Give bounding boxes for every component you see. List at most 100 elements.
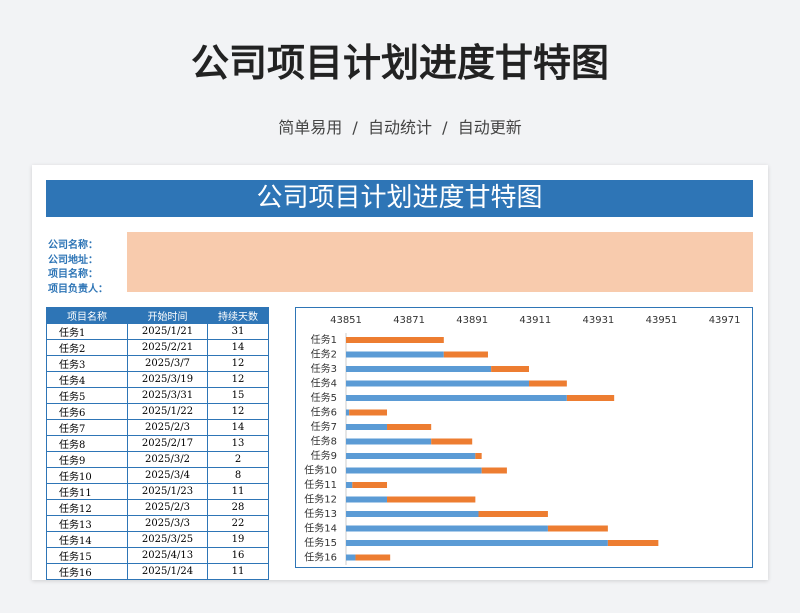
subtitle: 简单易用 / 自动统计 / 自动更新	[278, 118, 522, 137]
task-table: 项目名称 开始时间 持续天数 任务1 2025/1/21 31 任务2 2025/2/21 14…	[46, 307, 269, 580]
sheet-banner: 公司项目计划进度甘特图	[46, 180, 753, 217]
table-cell: 2025/3/19	[127, 371, 208, 388]
y-tick-label: 任务16	[304, 551, 337, 564]
table-cell: 任务9	[46, 451, 128, 468]
chart-frame	[295, 307, 753, 568]
bar-duration	[352, 482, 388, 488]
bar-start	[346, 467, 482, 474]
table-cell: 任务13	[46, 515, 128, 532]
bar-duration	[346, 337, 444, 343]
y-tick-label: 任务3	[311, 362, 337, 375]
table-cell: 任务12	[46, 499, 128, 516]
table-cell: 11	[207, 483, 269, 500]
y-tick-label: 任务9	[311, 449, 337, 462]
column-header: 项目名称	[46, 307, 128, 324]
info-label: 项目负责人：	[48, 283, 108, 295]
bar-duration	[566, 395, 615, 401]
table-cell: 2025/2/3	[127, 419, 208, 436]
table-cell: 任务16	[46, 563, 128, 580]
page-title: 公司项目计划进度甘特图	[190, 41, 609, 85]
header-row: 项目名称 开始时间 持续天数	[46, 307, 269, 324]
bar-duration	[478, 511, 548, 517]
bar-start	[346, 525, 548, 532]
x-tick-label: 43851	[330, 315, 362, 326]
bar-duration	[491, 366, 529, 372]
table-row: 任务8 2025/2/17 13	[46, 435, 269, 452]
table-cell: 12	[207, 371, 269, 388]
table-cell: 任务7	[46, 419, 128, 436]
table-cell: 14	[207, 419, 269, 436]
bar-start	[346, 409, 350, 416]
y-tick-label: 任务1	[311, 333, 337, 346]
x-tick-label: 43971	[709, 315, 741, 326]
table-cell: 22	[207, 515, 269, 532]
table-cell: 2025/1/22	[127, 403, 208, 420]
bar-start	[346, 511, 479, 517]
table-cell: 2025/4/13	[127, 547, 208, 564]
table-cell: 2025/3/4	[127, 467, 208, 484]
bar-start	[346, 380, 529, 387]
table-cell: 任务10	[46, 467, 128, 484]
table-cell: 2025/2/3	[127, 499, 208, 516]
table-cell: 11	[207, 563, 269, 580]
table-cell: 2	[207, 451, 269, 468]
bar-duration	[481, 467, 507, 474]
table-row: 任务12 2025/2/3 28	[46, 499, 269, 516]
table-cell: 14	[207, 339, 269, 356]
table-cell: 2025/1/23	[127, 483, 208, 500]
bar-start	[346, 482, 353, 488]
bar-start	[346, 438, 432, 445]
table-row: 任务10 2025/3/4 8	[46, 467, 269, 484]
table-row: 任务3 2025/3/7 12	[46, 355, 269, 372]
table-cell: 12	[207, 355, 269, 372]
table-cell: 任务15	[46, 547, 128, 564]
bar-start	[346, 554, 356, 561]
bar-duration	[547, 525, 608, 532]
table-cell: 12	[207, 403, 269, 420]
bar-start	[346, 424, 388, 430]
bar-duration	[355, 554, 391, 561]
column-header: 持续天数	[207, 307, 269, 324]
y-tick-label: 任务4	[311, 377, 337, 390]
bar-duration	[349, 409, 388, 416]
bar-duration	[607, 540, 659, 546]
table-cell: 2025/3/31	[127, 387, 208, 404]
table-cell: 任务2	[46, 339, 128, 356]
bar-start	[346, 496, 388, 503]
bar-start	[346, 453, 476, 459]
info-label: 公司地址：	[48, 254, 98, 266]
y-tick-label: 任务8	[311, 435, 337, 448]
y-tick-label: 任务10	[304, 464, 337, 477]
bar-duration	[387, 496, 476, 503]
table-cell: 2025/3/2	[127, 451, 208, 468]
bar-start	[346, 540, 608, 546]
y-tick-label: 任务5	[311, 391, 337, 404]
y-tick-label: 任务12	[304, 493, 337, 506]
table-row: 任务1 2025/1/21 31	[46, 323, 269, 340]
table-row: 任务15 2025/4/13 16	[46, 547, 269, 564]
table-cell: 2025/3/7	[127, 355, 208, 372]
x-tick-label: 43871	[393, 315, 425, 326]
table-cell: 任务14	[46, 531, 128, 548]
y-tick-label: 任务13	[304, 507, 337, 520]
y-tick-label: 任务15	[304, 536, 337, 549]
bar-duration	[528, 380, 567, 387]
x-tick-label: 43931	[582, 315, 614, 326]
y-tick-label: 任务2	[311, 348, 337, 361]
table-cell: 2025/3/3	[127, 515, 208, 532]
y-tick-label: 任务14	[304, 522, 337, 535]
table-row: 任务2 2025/2/21 14	[46, 339, 269, 356]
table-cell: 15	[207, 387, 269, 404]
bar-duration	[443, 351, 488, 358]
table-row: 任务5 2025/3/31 15	[46, 387, 269, 404]
x-tick-label: 43891	[456, 315, 488, 326]
table-row: 任务4 2025/3/19 12	[46, 371, 269, 388]
info-label: 项目名称：	[48, 269, 98, 280]
gantt-chart: 43851 43871 43891 43911 43931 43951 43971 任务1 任务…	[295, 307, 753, 568]
table-row: 任务7 2025/2/3 14	[46, 419, 269, 436]
table-cell: 31	[207, 323, 269, 340]
bar-duration	[431, 438, 473, 445]
table-cell: 任务5	[46, 387, 128, 404]
table-cell: 28	[207, 499, 269, 516]
